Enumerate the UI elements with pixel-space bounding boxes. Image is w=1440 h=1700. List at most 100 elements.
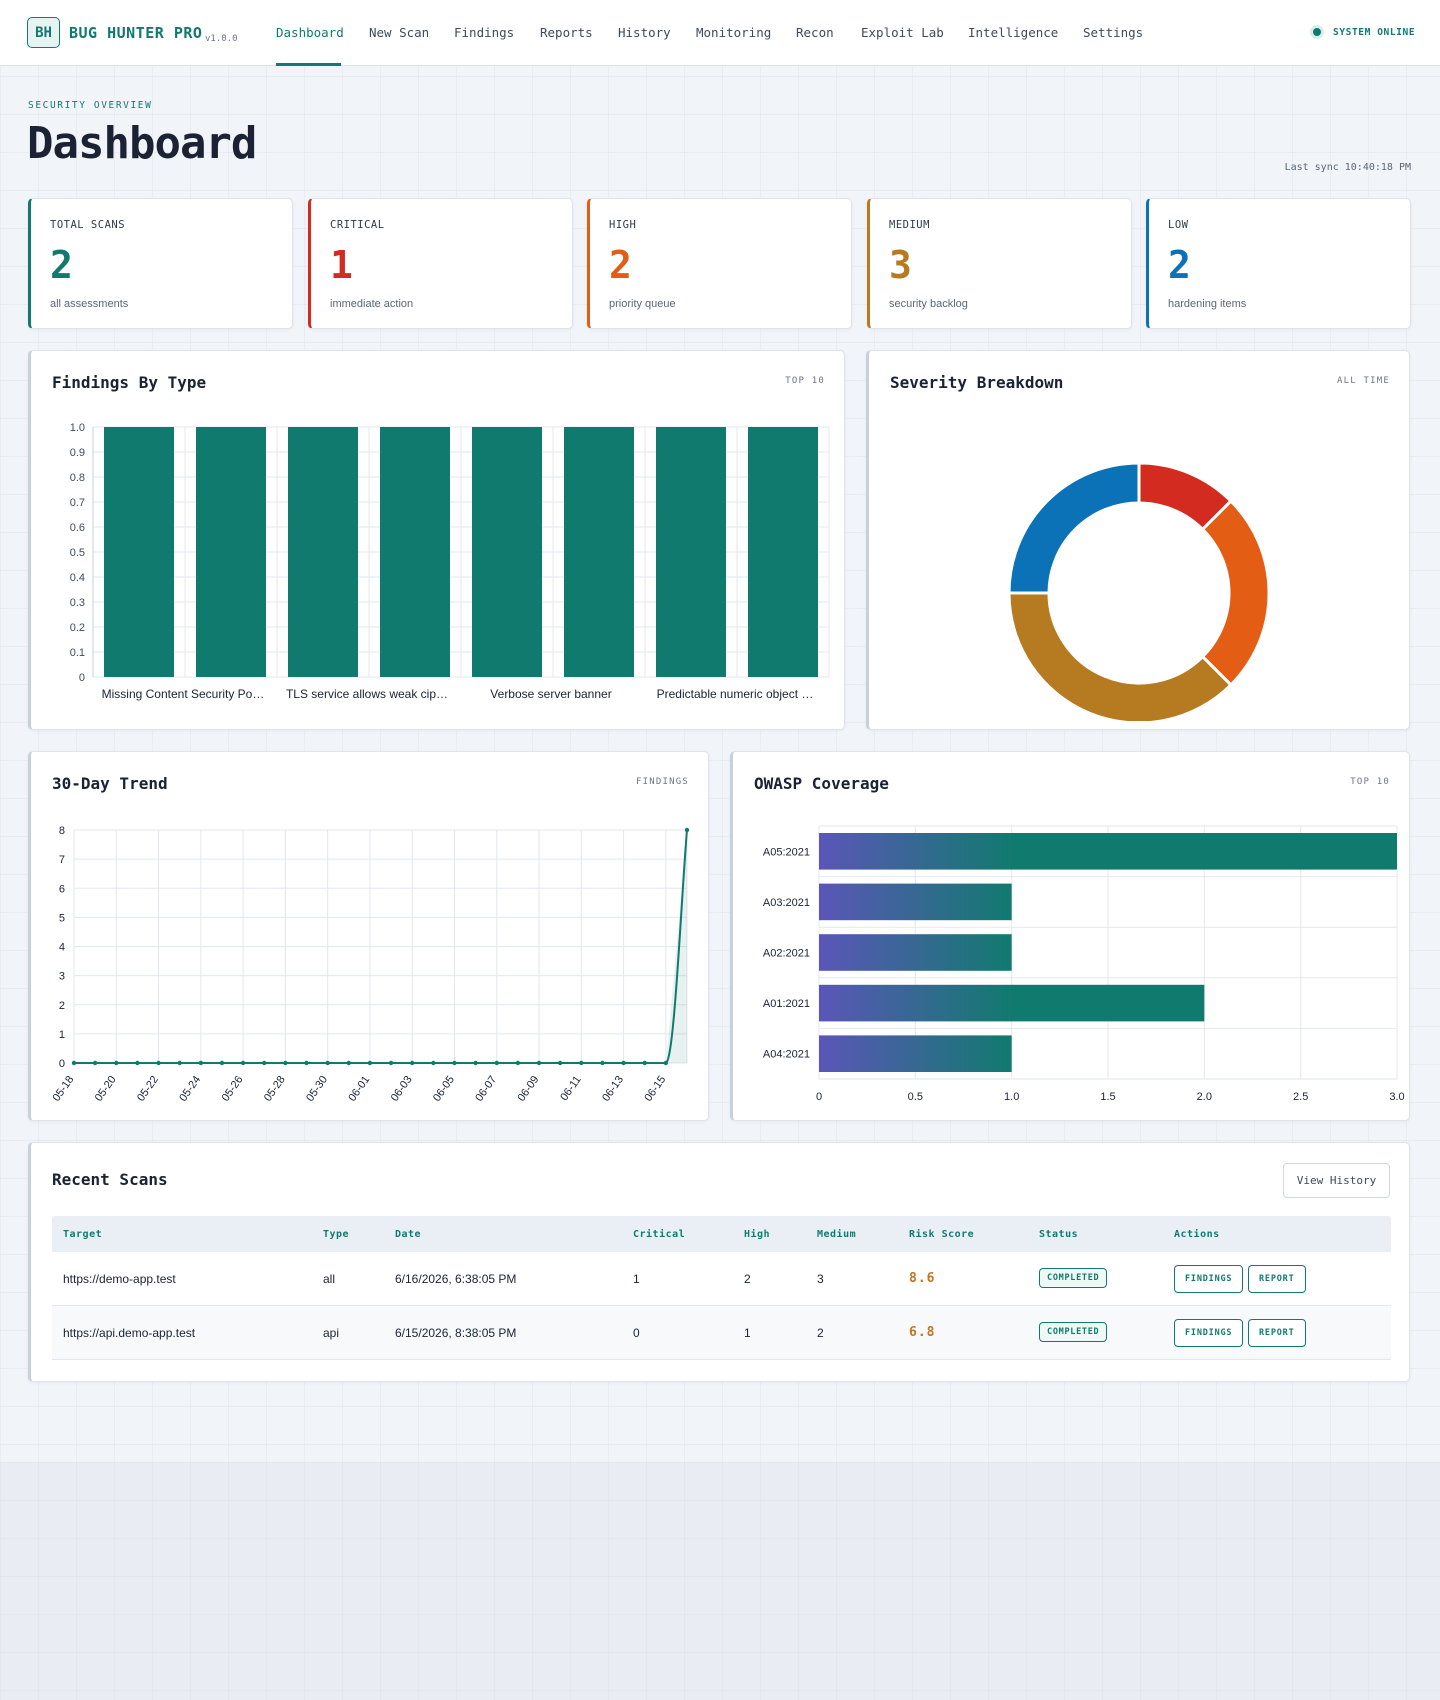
y-tick-label: 0 (79, 672, 85, 684)
stat-label: LOW (1168, 219, 1189, 231)
nav-reports[interactable]: Reports (540, 25, 593, 40)
bar (656, 427, 726, 677)
findings-button[interactable]: FINDINGS (1174, 1319, 1244, 1347)
data-point (367, 1060, 373, 1066)
bar (104, 427, 174, 677)
data-point (325, 1060, 330, 1066)
x-tick-label: Predictable numeric object … (657, 687, 814, 701)
y-tick-label: 2 (59, 1000, 65, 1012)
x-tick-label: 1.0 (1004, 1091, 1019, 1103)
y-tick-label: 7 (59, 854, 65, 866)
column-header-target[interactable]: Target (63, 1229, 103, 1240)
panel-title: Recent Scans (52, 1170, 168, 1189)
x-tick-label: 0.5 (908, 1091, 923, 1103)
stat-label: TOTAL SCANS (50, 219, 126, 231)
view-history-button[interactable]: View History (1283, 1163, 1390, 1198)
page-background-lower (0, 1462, 1440, 1700)
nav-history[interactable]: History (618, 25, 671, 40)
column-header-status[interactable]: Status (1039, 1229, 1079, 1240)
column-header-date[interactable]: Date (395, 1229, 422, 1240)
x-tick-label: 2.0 (1197, 1091, 1212, 1103)
cell-critical: 1 (633, 1272, 640, 1286)
page-eyebrow: SECURITY OVERVIEW (28, 100, 153, 111)
nav-intelligence[interactable]: Intelligence (968, 25, 1059, 40)
y-tick-label: 0.4 (70, 572, 85, 584)
y-tick-label: 0.2 (70, 622, 85, 634)
y-tick-label: 0.8 (70, 472, 85, 484)
y-tick-label: 0.3 (70, 597, 85, 609)
nav-exploit-lab[interactable]: Exploit Lab (861, 25, 944, 40)
stat-value: 2 (1168, 243, 1191, 287)
cell-critical: 0 (633, 1326, 640, 1340)
nav-new-scan[interactable]: New Scan (369, 25, 430, 40)
panel-tag: FINDINGS (636, 777, 689, 787)
stat-subtext: security backlog (889, 298, 968, 310)
top-navigation: BH BUG HUNTER PRO v1.0.0 Dashboard New S… (0, 0, 1440, 66)
column-header-high[interactable]: High (744, 1229, 771, 1240)
app-logo[interactable]: BH (27, 17, 60, 48)
findings-by-type-chart: 0 0.1 0.2 0.3 0.4 0.5 0.6 0.7 0.8 0.9 1.0 Missing C… (70, 422, 830, 701)
x-tick-label: 05-18 (50, 1074, 76, 1104)
x-tick-label: TLS service allows weak cip… (286, 687, 448, 701)
table-row[interactable]: https://demo-app.test all 6/16/2026, 6:3… (52, 1252, 1391, 1306)
panel-title: Findings By Type (52, 373, 207, 392)
column-header-risk-score[interactable]: Risk Score (909, 1229, 975, 1240)
stat-label: HIGH (609, 219, 637, 231)
report-button[interactable]: REPORT (1248, 1319, 1306, 1347)
x-tick-label: 05-20 (93, 1074, 119, 1104)
table-header: Target Type Date Critical High Medium Ri… (52, 1216, 1391, 1252)
status-badge: COMPLETED (1039, 1268, 1108, 1288)
bar (380, 427, 450, 677)
y-tick-label: 8 (59, 825, 65, 837)
y-tick-label: 1.0 (70, 422, 85, 434)
stat-subtext: immediate action (330, 298, 414, 310)
data-point (198, 1060, 204, 1066)
trend-panel: 30-Day Trend FINDINGS 0 1 2 3 4 5 6 7 8 05-18 05-2… (28, 751, 709, 1121)
table-row[interactable]: https://api.demo-app.test api 6/15/2026,… (52, 1306, 1391, 1360)
data-point (410, 1060, 415, 1066)
nav-settings[interactable]: Settings (1083, 25, 1144, 40)
y-tick-label: 3 (59, 971, 65, 983)
stat-card-medium: MEDIUM 3 security backlog (867, 198, 1132, 329)
data-point (452, 1060, 457, 1066)
bar (748, 427, 818, 677)
stat-label: MEDIUM (889, 219, 930, 231)
column-header-medium[interactable]: Medium (817, 1229, 857, 1240)
x-tick-label: 05-28 (262, 1074, 288, 1104)
y-tick-label: A03:2021 (763, 897, 810, 909)
x-tick-label: 06-07 (473, 1074, 499, 1104)
column-header-critical[interactable]: Critical (633, 1229, 686, 1240)
data-point (600, 1060, 605, 1066)
data-point (92, 1060, 98, 1066)
stat-label: CRITICAL (330, 219, 385, 231)
donut-slice-low (1007, 461, 1141, 595)
stat-card-high: HIGH 2 priority queue (587, 198, 852, 329)
owasp-bar-chart: 0 0.5 1.0 1.5 2.0 2.5 3.0 A05:2021 A03:2021 A02:2… (763, 825, 1405, 1103)
data-point (156, 1060, 161, 1066)
panel-tag: TOP 10 (785, 376, 825, 386)
nav-recon[interactable]: Recon (796, 25, 834, 40)
report-button[interactable]: REPORT (1248, 1265, 1306, 1293)
bar (819, 1035, 1012, 1072)
x-tick-label: Verbose server banner (490, 687, 611, 701)
nav-findings[interactable]: Findings (454, 25, 515, 40)
data-point (114, 1060, 119, 1066)
nav-monitoring[interactable]: Monitoring (696, 25, 772, 40)
active-tab-indicator (276, 63, 341, 66)
y-tick-label: A04:2021 (763, 1049, 810, 1061)
page-title: Dashboard (27, 118, 257, 169)
column-header-type[interactable]: Type (323, 1229, 350, 1240)
nav-dashboard[interactable]: Dashboard (276, 25, 344, 40)
app-name: BUG HUNTER PRO (69, 24, 203, 42)
panel-title: OWASP Coverage (754, 774, 889, 793)
panel-tag: TOP 10 (1350, 777, 1390, 787)
bar (196, 427, 266, 677)
stat-card-critical: CRITICAL 1 immediate action (308, 198, 573, 329)
system-status: SYSTEM ONLINE (1333, 27, 1416, 38)
y-tick-label: 6 (59, 883, 65, 895)
cell-medium: 3 (817, 1272, 824, 1286)
data-point (494, 1060, 499, 1066)
bar (819, 833, 1397, 870)
findings-button[interactable]: FINDINGS (1174, 1265, 1244, 1293)
data-point (283, 1060, 288, 1066)
